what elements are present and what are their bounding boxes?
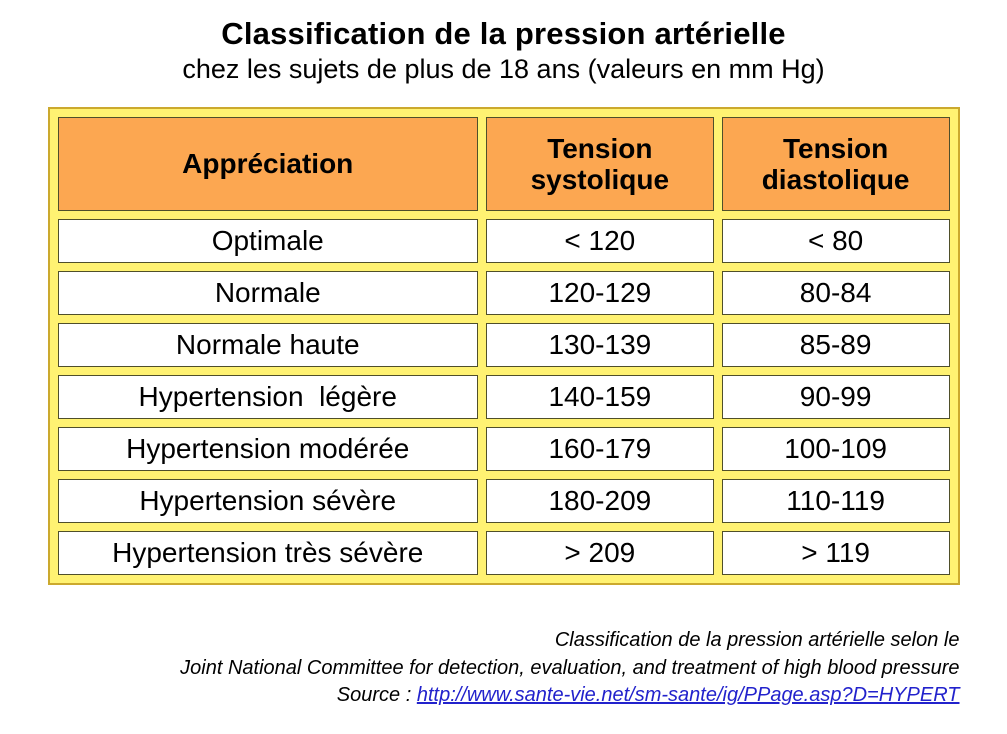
source-note-line3: Source : http://www.sante-vie.net/sm-san…	[48, 682, 960, 710]
systolic-cell: < 120	[485, 219, 714, 263]
appreciation-cell: Hypertension modérée	[57, 427, 478, 471]
diastolic-cell: 110-119	[721, 479, 950, 523]
column-header-diastolic: Tension diastolique	[721, 117, 950, 211]
source-note: Classification de la pression artérielle…	[48, 627, 960, 710]
column-header-appreciation: Appréciation	[57, 117, 478, 211]
systolic-cell: 130-139	[485, 323, 714, 367]
diastolic-cell: 90-99	[721, 375, 950, 419]
column-header-systolic: Tension systolique	[485, 117, 714, 211]
appreciation-cell: Normale haute	[57, 323, 478, 367]
source-note-line1: Classification de la pression artérielle…	[554, 629, 960, 651]
appreciation-cell: Hypertension très sévère	[57, 531, 478, 575]
table-row: Hypertension sévère 180-209 110-119	[57, 479, 950, 523]
appreciation-cell: Hypertension légère	[57, 375, 478, 419]
appreciation-cell: Normale	[57, 271, 478, 315]
table-row: Hypertension très sévère > 209 > 119	[57, 531, 950, 575]
diastolic-cell: 85-89	[721, 323, 950, 367]
page-subtitle: chez les sujets de plus de 18 ans (valeu…	[182, 54, 825, 84]
diastolic-cell: < 80	[721, 219, 950, 263]
systolic-cell: 120-129	[485, 271, 714, 315]
source-note-line2: Joint National Committee for detection, …	[180, 656, 960, 679]
table-header-row: Appréciation Tension systolique Tension …	[57, 117, 950, 211]
table-row: Optimale < 120 < 80	[57, 219, 950, 263]
table-row: Normale haute 130-139 85-89	[57, 323, 950, 367]
appreciation-cell: Optimale	[57, 219, 478, 263]
source-label: Source :	[336, 684, 417, 707]
systolic-cell: > 209	[485, 531, 714, 575]
appreciation-cell: Hypertension sévère	[57, 479, 478, 523]
systolic-cell: 160-179	[485, 427, 714, 471]
diastolic-cell: 100-109	[721, 427, 950, 471]
page-title: Classification de la pression artérielle	[221, 16, 786, 51]
diastolic-cell: 80-84	[721, 271, 950, 315]
source-link[interactable]: http://www.sante-vie.net/sm-sante/ig/PPa…	[416, 684, 960, 707]
systolic-cell: 180-209	[485, 479, 714, 523]
table-row: Normale 120-129 80-84	[57, 271, 950, 315]
systolic-cell: 140-159	[485, 375, 714, 419]
table-row: Hypertension légère 140-159 90-99	[57, 375, 950, 419]
table-row: Hypertension modérée 160-179 100-109	[57, 427, 950, 471]
diastolic-cell: > 119	[721, 531, 950, 575]
blood-pressure-table: Appréciation Tension systolique Tension …	[47, 107, 960, 585]
